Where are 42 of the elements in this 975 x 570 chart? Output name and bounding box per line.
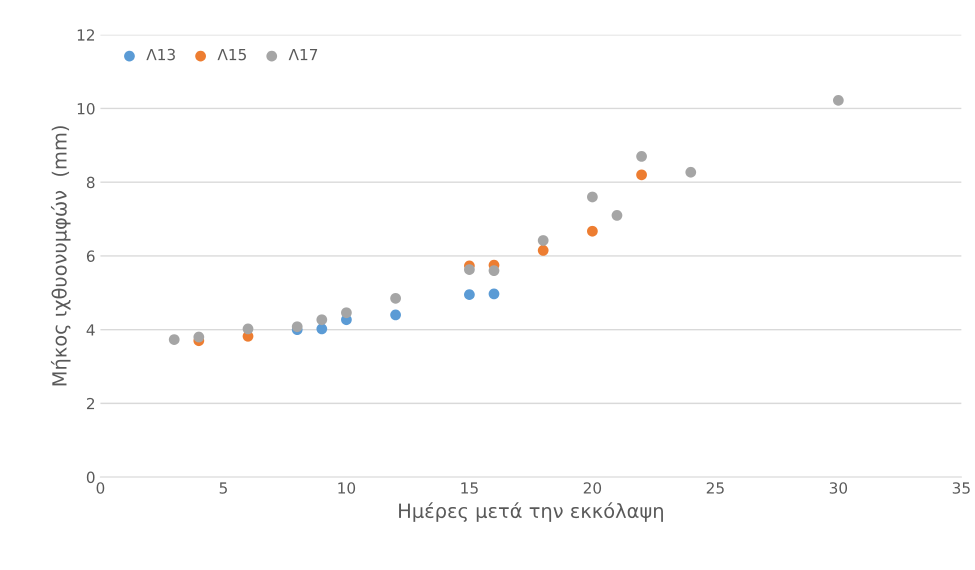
legend-label: Λ17 (288, 48, 318, 60)
point (341, 307, 352, 318)
point (587, 226, 598, 237)
x-tick-label: 5 (220, 482, 227, 494)
y-tick-label: 0 (86, 472, 95, 484)
point (636, 151, 647, 162)
y-tick-label: 10 (78, 102, 95, 115)
point (390, 310, 401, 320)
point (292, 321, 303, 332)
point (636, 169, 647, 180)
point (390, 292, 401, 304)
x-tick-label: 0 (96, 482, 104, 494)
x-tick-label: 15 (461, 482, 478, 494)
point (538, 235, 549, 246)
point (612, 210, 622, 221)
point (587, 192, 598, 202)
point (316, 314, 328, 326)
point (193, 332, 204, 342)
legend-label: Λ13 (146, 48, 175, 60)
point (685, 166, 696, 178)
x-axis-title: Ημέρες μετά την εκκόλαψη (399, 502, 663, 522)
x-tick-label: 25 (706, 482, 724, 494)
legend-label: Λ15 (218, 48, 246, 60)
x-tick-label: 20 (584, 482, 602, 494)
point (464, 289, 475, 300)
point (488, 265, 500, 276)
x-tick-label: 10 (338, 482, 356, 494)
y-tick-label: 2 (86, 398, 94, 410)
x-tick-label: 30 (830, 482, 848, 494)
point (464, 264, 475, 275)
y-tick-label: 8 (86, 176, 95, 188)
y-tick-label: 6 (86, 250, 95, 262)
point (242, 324, 254, 334)
point (316, 324, 328, 334)
y-tick-label: 12 (78, 29, 94, 41)
x-tick-label: 35 (952, 482, 970, 494)
point (832, 95, 844, 106)
point (538, 245, 549, 256)
point (488, 288, 500, 300)
y-tick-label: 4 (86, 324, 95, 336)
point (168, 334, 180, 345)
y-axis-title: Μήκος ιχθυονυμφών (mm) (50, 126, 71, 386)
